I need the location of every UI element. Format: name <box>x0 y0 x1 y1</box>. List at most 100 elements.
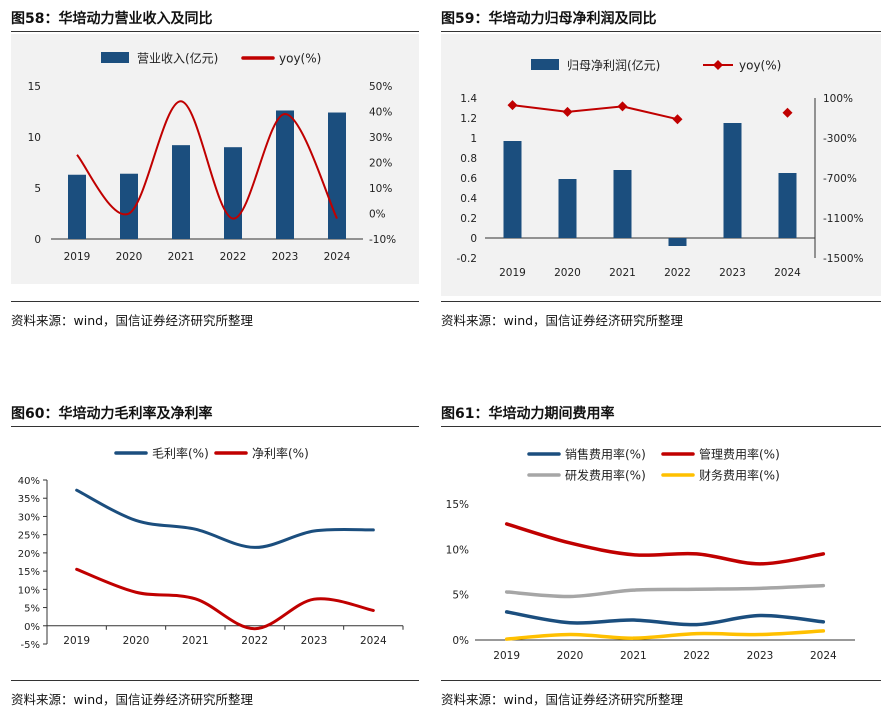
y-tick-label: 35% <box>18 494 40 505</box>
legend-label: 销售费用率(%) <box>565 447 646 462</box>
legend-label: 毛利率(%) <box>152 446 209 461</box>
figure-59-chart: -0.2 0 0.2 0.4 0.6 0.8 1 1.2 1.4 -1500% -1100% -700… <box>441 34 881 296</box>
right-tick-label: 40% <box>369 107 392 119</box>
right-tick-label: 0% <box>369 209 386 221</box>
x-tick-label: 2019 <box>63 635 90 647</box>
divider <box>441 301 881 302</box>
figure-61-source: 资料来源：wind，国信证券经济研究所整理 <box>441 692 684 707</box>
legend-label: yoy(%) <box>739 59 781 73</box>
bar <box>778 173 797 238</box>
legend-swatch <box>713 60 723 70</box>
x-tick-label: 2022 <box>241 635 268 647</box>
left-tick-label: 0 <box>34 234 41 246</box>
left-tick-label: 0.8 <box>460 153 477 165</box>
series-line <box>504 522 826 566</box>
series-line <box>504 629 826 641</box>
x-tick-label: 2019 <box>499 267 526 279</box>
yoy-line <box>76 100 338 220</box>
x-tick-label: 2023 <box>272 251 299 263</box>
divider <box>441 426 881 427</box>
x-tick-label: 2019 <box>64 251 91 263</box>
left-tick-label: 0.2 <box>460 213 477 225</box>
yoy-marker <box>507 100 518 111</box>
x-tick-label: 2020 <box>554 267 581 279</box>
right-tick-label: -1100% <box>823 213 864 225</box>
bar <box>723 123 742 238</box>
figure-60-title: 图60：华培动力毛利率及净利率 <box>11 406 213 422</box>
divider <box>11 31 419 32</box>
legend-swatch <box>531 59 559 70</box>
x-tick-label: 2020 <box>557 650 584 662</box>
y-tick-label: 0% <box>24 622 40 633</box>
x-tick-label: 2021 <box>182 635 209 647</box>
left-tick-label: 1.4 <box>460 93 477 105</box>
bar <box>68 174 86 239</box>
figure-58-source: 资料来源：wind，国信证券经济研究所整理 <box>11 313 254 328</box>
series-line <box>75 567 375 631</box>
y-tick-label: 10% <box>446 544 469 556</box>
y-tick-label: 30% <box>18 512 40 523</box>
figure-61-panel: 图61：华培动力期间费用率 0% 5% 10% 15% 2019 2020 2021 2022… <box>441 403 881 713</box>
legend-swatch <box>101 52 129 63</box>
legend-label: 净利率(%) <box>252 446 309 461</box>
right-tick-label: 50% <box>369 81 392 93</box>
right-tick-label: 30% <box>369 132 392 144</box>
divider <box>11 680 419 681</box>
divider <box>441 680 881 681</box>
y-tick-label: 15% <box>18 567 40 578</box>
y-tick-label: 0% <box>452 635 469 647</box>
y-tick-label: 10% <box>18 585 40 596</box>
right-tick-label: 10% <box>369 183 392 195</box>
series-line <box>504 583 826 599</box>
x-tick-label: 2024 <box>774 267 801 279</box>
left-tick-label: -0.2 <box>457 253 478 265</box>
bar <box>224 147 242 239</box>
yoy-marker <box>617 101 628 112</box>
legend-label: yoy(%) <box>279 52 321 66</box>
figure-59-panel: 图59：华培动力归母净利润及同比 -0.2 0 0.2 0.4 0.6 0.8 1 1.2 1.… <box>441 8 881 338</box>
x-tick-label: 2023 <box>719 267 746 279</box>
right-tick-label: -1500% <box>823 253 864 265</box>
x-tick-label: 2024 <box>810 650 837 662</box>
y-tick-label: 5% <box>452 590 469 602</box>
yoy-marker <box>782 107 793 118</box>
figure-58-title: 图58：华培动力营业收入及同比 <box>11 11 213 27</box>
legend-label: 归母净利润(亿元) <box>567 58 660 73</box>
plot-background <box>11 34 419 284</box>
x-tick-label: 2022 <box>664 267 691 279</box>
x-tick-label: 2023 <box>301 635 328 647</box>
bar <box>558 179 577 238</box>
left-tick-label: 1.2 <box>460 113 477 125</box>
x-tick-label: 2024 <box>324 251 351 263</box>
legend-label: 财务费用率(%) <box>699 468 780 483</box>
bar <box>668 238 687 246</box>
bar <box>120 173 138 239</box>
left-tick-label: 1 <box>470 133 477 145</box>
figure-60-panel: 图60：华培动力毛利率及净利率 -5% 0% 5% 10% 15% 20% 25% 30% 35… <box>11 403 419 713</box>
legend-label: 管理费用率(%) <box>699 447 780 462</box>
figure-60-source: 资料来源：wind，国信证券经济研究所整理 <box>11 692 254 707</box>
y-tick-label: 15% <box>446 499 469 511</box>
yoy-marker <box>562 106 573 117</box>
left-tick-label: 0 <box>470 233 477 245</box>
y-tick-label: 5% <box>24 604 40 615</box>
left-tick-label: 0.6 <box>460 173 477 185</box>
bar <box>613 170 632 238</box>
figure-61-title: 图61：华培动力期间费用率 <box>441 406 615 422</box>
figure-58-panel: 图58：华培动力营业收入及同比 0 5 10 15 -10% 0% 10% 20% 30% 40%… <box>11 8 419 338</box>
yoy-line <box>512 104 678 121</box>
figure-61-chart: 0% 5% 10% 15% 2019 2020 2021 2022 2023 2024 销售费用率(… <box>446 447 855 662</box>
x-tick-label: 2024 <box>360 635 387 647</box>
legend-label: 营业收入(亿元) <box>137 51 218 66</box>
right-tick-label: 20% <box>369 158 392 170</box>
y-tick-label: 40% <box>18 476 40 487</box>
y-tick-label: -5% <box>21 640 40 651</box>
y-tick-label: 25% <box>18 531 40 542</box>
divider <box>11 301 419 302</box>
x-tick-label: 2020 <box>123 635 150 647</box>
bar <box>276 110 294 239</box>
series-line <box>75 488 375 549</box>
left-tick-label: 0.4 <box>460 193 477 205</box>
left-tick-label: 15 <box>28 81 41 93</box>
left-tick-label: 10 <box>28 132 41 144</box>
